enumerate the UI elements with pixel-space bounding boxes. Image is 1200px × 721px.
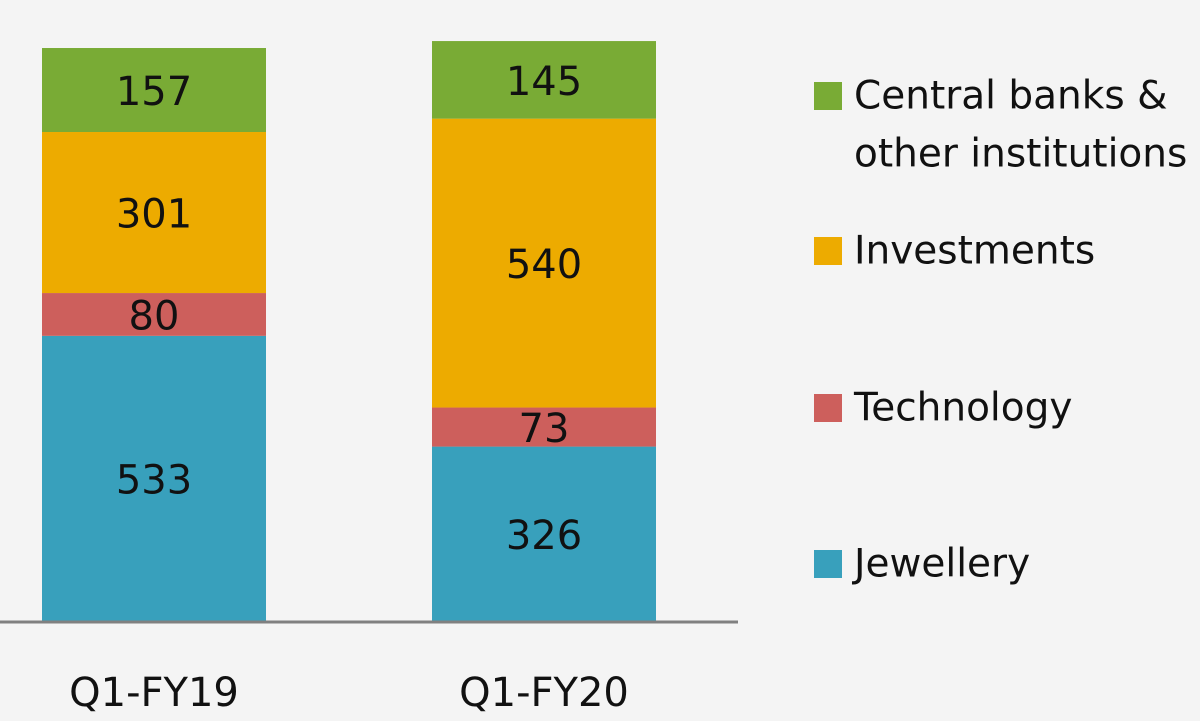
bar-segment [432, 41, 656, 119]
category-label: Q1-FY20 [459, 670, 629, 716]
bar-segment [42, 293, 266, 336]
legend-label: Jewellery [851, 542, 1030, 587]
legend-label: other institutions [854, 132, 1187, 177]
legend-label: Investments [854, 229, 1095, 274]
category-labels: Q1-FY19 Q1-FY20 [69, 670, 629, 716]
data-label: 533 [116, 457, 192, 503]
bars: 533 80 301 157 326 73 540 145 [42, 41, 656, 621]
bar-segment [42, 335, 266, 621]
bar-segment [42, 132, 266, 294]
legend-swatch [814, 82, 842, 110]
legend-swatch [814, 237, 842, 265]
legend-label: Technology [853, 386, 1072, 431]
data-label: 80 [129, 293, 180, 339]
data-label: 73 [519, 406, 570, 452]
data-label: 301 [116, 192, 192, 238]
data-label: 540 [506, 242, 582, 288]
bar-segment [432, 118, 656, 408]
category-label: Q1-FY19 [69, 670, 239, 716]
bar-segment [432, 407, 656, 447]
data-label: 145 [506, 59, 582, 105]
data-label: 157 [116, 69, 192, 115]
legend: Central banks & other institutions Investm… [814, 74, 1187, 587]
legend-label: Central banks & [854, 74, 1168, 119]
data-label: 326 [506, 513, 582, 559]
legend-swatch [814, 550, 842, 578]
bar-segment [42, 48, 266, 133]
legend-swatch [814, 394, 842, 422]
bar-segment [432, 446, 656, 621]
